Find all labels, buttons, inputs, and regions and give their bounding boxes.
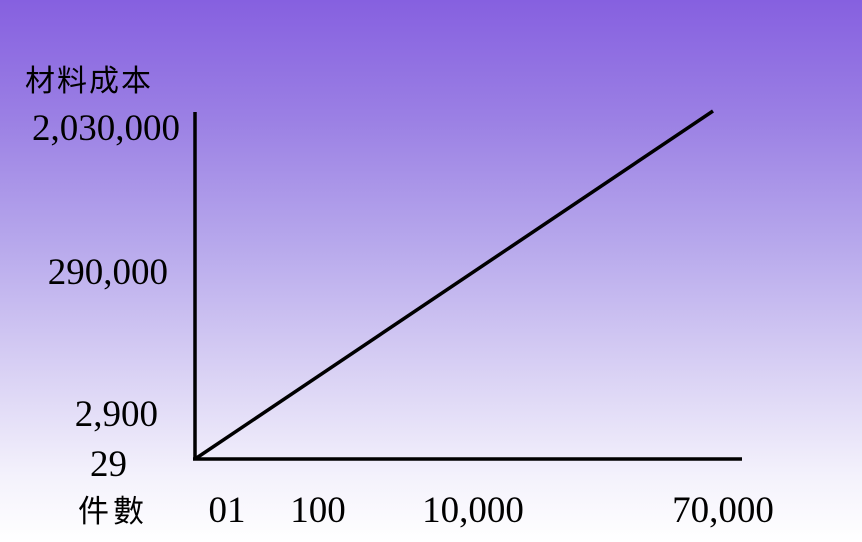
y-tick-label: 290,000 (48, 252, 168, 293)
y-tick-label: 2,030,000 (32, 108, 180, 149)
series-line (194, 109, 714, 461)
x-tick-label: 100 (290, 490, 346, 531)
x-tick-label: 01 (209, 490, 246, 531)
y-tick-label: 29 (90, 444, 127, 485)
x-tick-label: 10,000 (422, 490, 524, 531)
y-axis-title: 材料成本 (25, 64, 153, 99)
y-tick-label: 2,900 (75, 394, 158, 435)
x-axis-title: 件數 (78, 494, 148, 530)
x-tick-label: 70,000 (672, 490, 774, 531)
series-layer (194, 109, 714, 461)
